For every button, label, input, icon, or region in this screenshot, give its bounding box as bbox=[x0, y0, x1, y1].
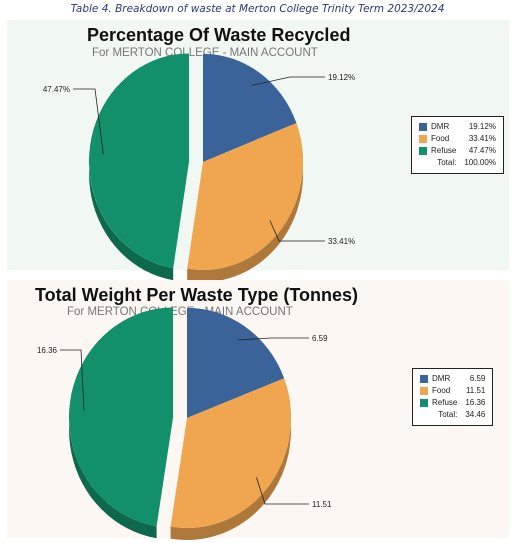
legend-item-refuse: Refuse 16.36 bbox=[418, 397, 487, 409]
legend-item-dmr: DMR 6.59 bbox=[418, 373, 487, 385]
leader-line-dmr bbox=[237, 337, 309, 341]
legend-swatch-food bbox=[420, 386, 428, 395]
pie-chart-weight: 6.59 11.51 16.36 bbox=[37, 307, 332, 540]
leader-line-food bbox=[269, 220, 325, 242]
chart-legend: DMR 6.59 Food 11.51 Refuse 16.36 Total: … bbox=[412, 368, 494, 426]
legend-total: Total: 34.46 bbox=[418, 409, 487, 421]
legend-value: 6.59 bbox=[469, 374, 486, 383]
pie-slice-dmr-top bbox=[187, 308, 284, 418]
pie-chart-percentage: 19.12% 33.41% 47.47% bbox=[43, 53, 355, 282]
pie-slice-refuse-top bbox=[89, 53, 190, 269]
legend-value: 47.47% bbox=[468, 146, 496, 155]
pie-slice-dmr bbox=[203, 53, 297, 163]
pie-slice-food bbox=[187, 123, 304, 282]
pie-slice-refuse bbox=[69, 307, 174, 539]
legend-swatch-dmr bbox=[419, 122, 427, 131]
legend-total-value: 34.46 bbox=[465, 410, 486, 419]
legend-total-label: Total: bbox=[437, 158, 457, 167]
data-label-dmr: 6.59 bbox=[312, 334, 328, 343]
data-label-food: 33.41% bbox=[328, 237, 355, 246]
chart-subtitle: For MERTON COLLEGE - MAIN ACCOUNT bbox=[67, 306, 293, 318]
legend-label: Refuse bbox=[431, 146, 457, 155]
legend-swatch-food bbox=[419, 134, 427, 143]
legend-item-refuse: Refuse 47.47% bbox=[417, 145, 498, 157]
pie-slice-food-side bbox=[170, 378, 291, 540]
legend-label: Refuse bbox=[432, 398, 458, 407]
table-caption: Table 4. Breakdown of waste at Merton Co… bbox=[70, 3, 445, 15]
legend-swatch-dmr bbox=[420, 374, 428, 383]
data-label-refuse: 47.47% bbox=[43, 85, 70, 94]
legend-label: DMR bbox=[432, 374, 451, 383]
data-label-food: 11.51 bbox=[312, 500, 332, 509]
data-label-refuse: 16.36 bbox=[37, 346, 58, 355]
leader-line-dmr bbox=[251, 76, 325, 86]
legend-item-dmr: DMR 19.12% bbox=[417, 121, 498, 133]
pie-slice-refuse-top bbox=[69, 307, 174, 527]
legend-value: 19.12% bbox=[468, 122, 496, 131]
chart-subtitle: For MERTON COLLEGE - MAIN ACCOUNT bbox=[92, 47, 318, 59]
leader-line-refuse bbox=[73, 88, 104, 155]
pie-slice-dmr bbox=[187, 308, 284, 418]
legend-item-food: Food 33.41% bbox=[417, 133, 498, 145]
legend-item-food: Food 11.51 bbox=[418, 385, 487, 397]
chart-title: Total Weight Per Waste Type (Tonnes) bbox=[35, 285, 359, 305]
legend-label: Food bbox=[432, 386, 451, 395]
legend-label: DMR bbox=[431, 122, 450, 131]
chart-title: Percentage Of Waste Recycled bbox=[87, 25, 351, 45]
pie-slice-food-side bbox=[187, 123, 303, 282]
pie-slice-food-top bbox=[187, 123, 304, 270]
legend-value: 11.51 bbox=[465, 386, 486, 395]
leader-line-refuse bbox=[60, 349, 85, 411]
legend-swatch-refuse bbox=[419, 146, 427, 155]
legend-total-value: 100.00% bbox=[464, 158, 496, 167]
pie-slice-refuse bbox=[89, 53, 190, 281]
legend-label: Food bbox=[431, 134, 450, 143]
legend-value: 16.36 bbox=[465, 398, 486, 407]
legend-total: Total: 100.00% bbox=[417, 157, 498, 169]
chart-panel-weight: Total Weight Per Waste Type (Tonnes) For… bbox=[7, 280, 509, 540]
legend-swatch-refuse bbox=[420, 398, 428, 407]
legend-value: 33.41% bbox=[468, 134, 496, 143]
pie-slice-dmr-top bbox=[203, 53, 297, 163]
chart-legend: DMR 19.12% Food 33.41% Refuse 47.47% Tot… bbox=[411, 116, 504, 174]
legend-total-label: Total: bbox=[438, 410, 458, 419]
data-label-dmr: 19.12% bbox=[328, 73, 355, 82]
leader-line-food bbox=[256, 477, 309, 505]
chart-panel-percentage: Percentage Of Waste Recycled For MERTON … bbox=[7, 20, 509, 282]
